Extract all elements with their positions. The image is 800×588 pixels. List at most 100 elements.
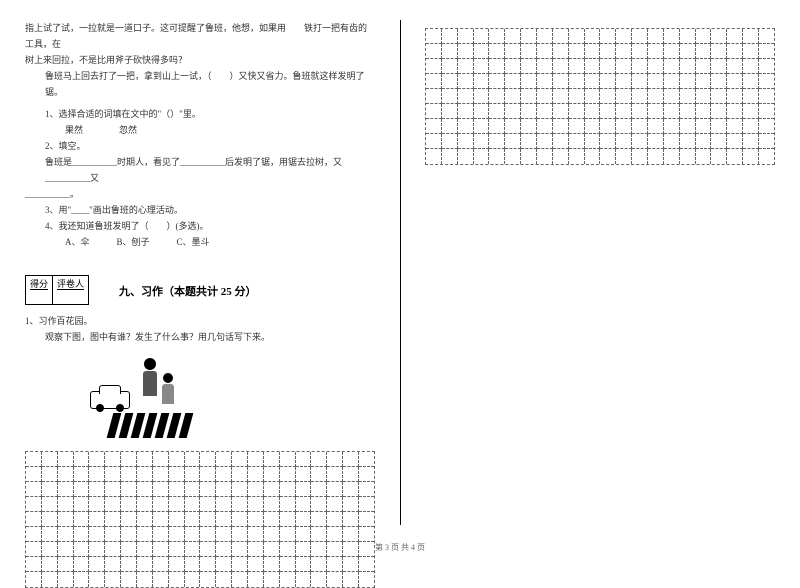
grid-cell (359, 572, 374, 587)
grid-cell (185, 497, 201, 512)
grid-cell (727, 44, 743, 59)
grid-cell (474, 44, 490, 59)
grid-cell (296, 497, 312, 512)
passage-line-2: 树上来回拉，不是比用斧子砍快得多吗？ (25, 52, 375, 68)
grid-cell (743, 44, 759, 59)
grid-cell (600, 74, 616, 89)
score-label-1: 得分 (30, 278, 48, 290)
wheel-icon (96, 404, 104, 412)
grid-cell (200, 497, 216, 512)
grid-cell (169, 572, 185, 587)
grid-cell (743, 59, 759, 74)
grid-cell (521, 29, 537, 44)
grid-cell (696, 104, 712, 119)
grid-cell (74, 497, 90, 512)
grid-cell (474, 89, 490, 104)
grid-cell (185, 572, 201, 587)
grid-cell (743, 74, 759, 89)
grid-cell (648, 104, 664, 119)
grid-cell (537, 29, 553, 44)
grid-row (426, 149, 774, 164)
grid-cell (648, 119, 664, 134)
grid-cell (426, 119, 442, 134)
grid-cell (505, 134, 521, 149)
grid-cell (311, 527, 327, 542)
grid-cell (521, 104, 537, 119)
grid-cell (26, 482, 42, 497)
grid-cell (359, 452, 374, 467)
grid-cell (648, 44, 664, 59)
grid-cell (743, 89, 759, 104)
illustration (85, 353, 225, 443)
grid-cell (632, 44, 648, 59)
grid-cell (26, 452, 42, 467)
grid-cell (505, 149, 521, 164)
grid-cell (489, 29, 505, 44)
grid-cell (664, 149, 680, 164)
grid-cell (42, 482, 58, 497)
grid-cell (711, 74, 727, 89)
grid-cell (759, 44, 774, 59)
grid-cell (458, 89, 474, 104)
grid-cell (680, 44, 696, 59)
grid-cell (216, 452, 232, 467)
grid-cell (616, 149, 632, 164)
wheel-icon (116, 404, 124, 412)
grid-cell (537, 149, 553, 164)
grid-cell (711, 59, 727, 74)
grid-cell (569, 104, 585, 119)
grid-cell (489, 74, 505, 89)
grid-cell (343, 572, 359, 587)
grid-cell (343, 527, 359, 542)
grid-cell (311, 497, 327, 512)
grid-cell (505, 74, 521, 89)
grid-cell (58, 452, 74, 467)
grid-cell (521, 59, 537, 74)
grid-cell (105, 467, 121, 482)
grid-row (26, 467, 374, 482)
grid-cell (553, 44, 569, 59)
grid-cell (296, 527, 312, 542)
grid-cell (696, 44, 712, 59)
grid-cell (537, 119, 553, 134)
grid-cell (74, 482, 90, 497)
grid-cell (616, 74, 632, 89)
grid-cell (727, 104, 743, 119)
writing-title: 1、习作百花园。 (25, 313, 375, 329)
grid-cell (632, 74, 648, 89)
grid-cell (585, 119, 601, 134)
page-footer: 第 3 页 共 4 页 (0, 542, 800, 553)
grid-cell (664, 119, 680, 134)
crosswalk-icon (107, 413, 204, 438)
grid-cell (327, 452, 343, 467)
grid-cell (232, 527, 248, 542)
grid-cell (569, 44, 585, 59)
right-column (400, 0, 800, 565)
grid-cell (600, 59, 616, 74)
score-space-2 (57, 290, 84, 302)
grid-cell (632, 89, 648, 104)
grid-cell (727, 149, 743, 164)
grid-cell (458, 134, 474, 149)
grid-cell (296, 512, 312, 527)
grid-cell (458, 149, 474, 164)
grid-cell (264, 482, 280, 497)
grid-cell (343, 482, 359, 497)
grid-cell (169, 497, 185, 512)
grid-cell (489, 134, 505, 149)
grid-cell (553, 149, 569, 164)
grid-cell (169, 482, 185, 497)
grid-cell (280, 452, 296, 467)
grid-cell (759, 89, 774, 104)
grid-cell (711, 149, 727, 164)
grid-row (426, 29, 774, 44)
grid-cell (442, 134, 458, 149)
grid-cell (474, 29, 490, 44)
grid-cell (664, 89, 680, 104)
grid-cell (153, 452, 169, 467)
grid-cell (521, 134, 537, 149)
grid-cell (648, 134, 664, 149)
grid-cell (42, 572, 58, 587)
grid-cell (248, 572, 264, 587)
grid-cell (648, 149, 664, 164)
